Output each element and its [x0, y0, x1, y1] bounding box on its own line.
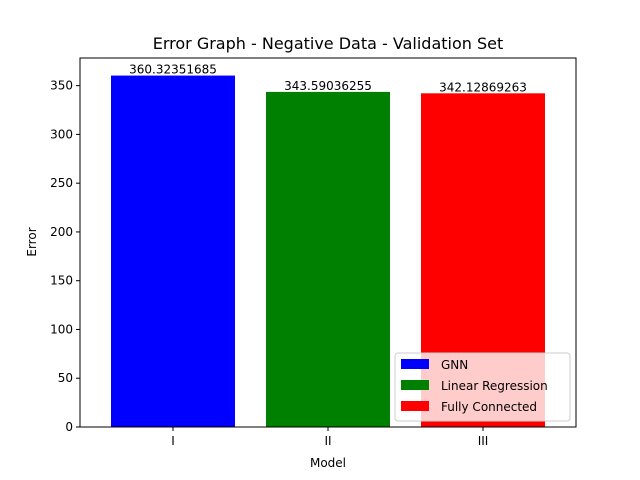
y-tick-label: 300: [50, 127, 73, 141]
data-label-i: 360.32351685: [129, 63, 217, 77]
y-tick-label: 350: [50, 79, 73, 93]
data-labels-group: 360.32351685 343.59036255 342.12869263: [129, 63, 527, 95]
y-tick-label: 50: [58, 371, 73, 385]
y-tick-label: 0: [65, 420, 73, 434]
y-axis-label: Error: [25, 227, 39, 256]
legend-entry: Fully Connected: [441, 400, 537, 414]
legend-entry: Linear Regression: [441, 379, 548, 393]
y-tick-label: 150: [50, 274, 73, 288]
legend: GNN Linear Regression Fully Connected: [394, 352, 571, 422]
y-tick-label: 250: [50, 176, 73, 190]
bar-ii: [266, 91, 390, 427]
data-label-iii: 342.12869263: [439, 80, 527, 94]
x-axis-ticks: I II III: [171, 427, 488, 448]
y-tick-label: 100: [50, 322, 73, 336]
legend-swatch: [401, 380, 429, 390]
bar-i: [111, 75, 235, 427]
x-tick-label: I: [171, 434, 175, 448]
y-tick-label: 200: [50, 225, 73, 239]
x-axis-label: Model: [310, 456, 346, 470]
plot-frame: [79, 57, 577, 428]
legend-box: [394, 352, 571, 422]
legend-entry: GNN: [441, 358, 468, 372]
x-tick-label: III: [478, 434, 489, 448]
legend-swatch: [401, 401, 429, 411]
x-tick-label: II: [324, 434, 331, 448]
chart-title: Error Graph - Negative Data - Validation…: [153, 34, 504, 53]
y-axis-ticks: 0 50 100 150 200 250 300 350: [50, 79, 80, 434]
data-label-ii: 343.59036255: [284, 79, 372, 93]
legend-swatch: [401, 359, 429, 369]
